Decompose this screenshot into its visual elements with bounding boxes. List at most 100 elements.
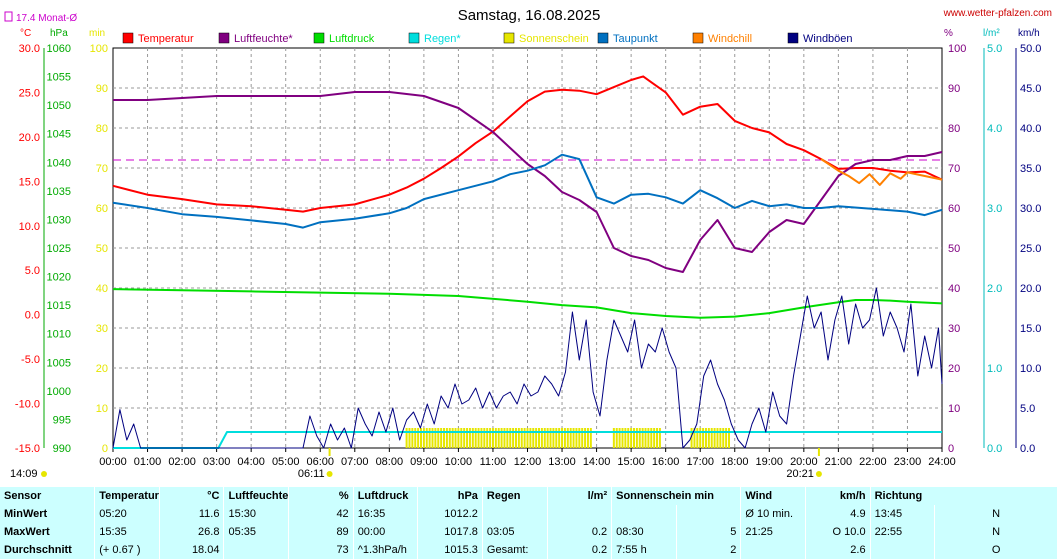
monthly-avg-swatch: [4, 11, 13, 22]
pressure-axis-tick: 1025: [47, 243, 71, 255]
stats-cell: 2: [676, 541, 742, 559]
stats-cell: 5: [676, 523, 742, 541]
series-line-taupunkt: [112, 153, 943, 229]
series-line-windb-en: [112, 287, 943, 449]
monthly-avg-label: 17.4 Monat-Ø: [16, 13, 77, 24]
temp-axis-tick: 30.0: [19, 43, 40, 55]
sunrise-icon: [326, 471, 333, 477]
stats-cell: Gesamt:: [482, 541, 548, 559]
chart-grid: [112, 47, 943, 449]
stats-cell: [223, 541, 290, 559]
x-axis-tick: 07:00: [341, 456, 369, 468]
stats-cell: 42: [288, 505, 354, 523]
pressure-axis-tick: 1010: [47, 329, 71, 341]
rain-axis-tick: 3.0: [987, 203, 1002, 215]
stats-cell: 16:35: [353, 505, 419, 523]
temp-axis-tick: -10.0: [15, 399, 40, 411]
legend-swatch: [122, 32, 134, 44]
plot-area: [112, 75, 943, 449]
legend-label: Taupunkt: [613, 33, 658, 45]
sun-axis-tick: 50: [96, 243, 108, 255]
x-axis-tick: 10:00: [445, 456, 473, 468]
stats-header-rain: Regen: [482, 487, 548, 505]
stats-cell: 73: [288, 541, 354, 559]
pressure-axis-tick: 990: [53, 443, 71, 455]
statistics-table: Sensor Temperatur °C Luftfeuchte % Luftd…: [0, 487, 1058, 559]
x-axis-tick: 18:00: [721, 456, 749, 468]
unit-temp: °C: [20, 28, 31, 39]
series-line-luftdruck: [112, 288, 943, 319]
sun-axis-tick: 90: [96, 83, 108, 95]
sun-axis-tick: 40: [96, 283, 108, 295]
stats-row-max: MaxWert 15:35 26.8 05:35 89 00:00 1017.8…: [0, 523, 1058, 541]
stats-header-wind-unit: km/h: [805, 487, 871, 505]
wind-axis-tick: 25.0: [1020, 243, 1041, 255]
legend-swatch: [503, 32, 515, 44]
pressure-axis-tick: 1015: [47, 300, 71, 312]
stats-cell: N: [934, 505, 1058, 523]
stats-cell: 4.9: [805, 505, 871, 523]
stats-header-direction: Richtung: [870, 487, 1058, 505]
sunset-label: 20:21: [786, 468, 814, 480]
stats-header-sensor: Sensor: [0, 487, 96, 505]
wind-axis-tick: 50.0: [1020, 43, 1041, 55]
rain-axis-tick: 0.0: [987, 443, 1002, 455]
legend-swatch: [692, 32, 704, 44]
stats-cell: 05:35: [223, 523, 290, 541]
stats-cell: 15:30: [223, 505, 290, 523]
x-axis-tick: 13:00: [548, 456, 576, 468]
stats-header-row: Sensor Temperatur °C Luftfeuchte % Luftd…: [0, 487, 1058, 505]
stats-cell: 05:20: [94, 505, 160, 523]
moonrise-label: 14:09: [10, 468, 38, 480]
sun-axis-tick: 100: [90, 43, 108, 55]
brand-link[interactable]: www.wetter-pfalzen.com: [943, 8, 1052, 19]
x-axis-tick: 08:00: [376, 456, 404, 468]
x-axis-tick: 14:00: [583, 456, 611, 468]
legend-swatch: [218, 32, 230, 44]
pressure-axis-tick: 1020: [47, 272, 71, 284]
x-axis-tick: 21:00: [825, 456, 853, 468]
stats-header-temperature-unit: °C: [159, 487, 225, 505]
weather-chart: Samstag, 16.08.2025 www.wetter-pfalzen.c…: [4, 7, 1052, 480]
sun-axis-tick: 70: [96, 163, 108, 175]
stats-cell: 08:30: [611, 523, 677, 541]
unit-humidity: %: [944, 28, 953, 39]
legend-label: Windchill: [708, 33, 752, 45]
temp-axis-tick: 5.0: [25, 265, 40, 277]
stats-header-sunshine: Sonnenschein min: [611, 487, 742, 505]
unit-wind: km/h: [1018, 28, 1040, 39]
pressure-axis-tick: 1000: [47, 386, 71, 398]
stats-cell: 26.8: [159, 523, 225, 541]
x-axis-tick: 22:00: [859, 456, 887, 468]
x-axis-tick: 15:00: [617, 456, 645, 468]
wind-axis-tick: 30.0: [1020, 203, 1041, 215]
legend-label: Sonnenschein: [519, 33, 589, 45]
wind-axis-tick: 0.0: [1020, 443, 1035, 455]
legend-swatch: [597, 32, 609, 44]
stats-header-humidity-unit: %: [288, 487, 354, 505]
stats-row-min: MinWert 05:20 11.6 15:30 42 16:35 1012.2…: [0, 505, 1058, 523]
x-axis-tick: 06:00: [306, 456, 334, 468]
series-line-windchill: [820, 158, 943, 186]
stats-header-pressure: Luftdruck: [353, 487, 419, 505]
wind-axis-tick: 40.0: [1020, 123, 1041, 135]
stats-cell: O 10.0: [805, 523, 871, 541]
stats-cell: [611, 505, 677, 523]
temp-axis-tick: 20.0: [19, 132, 40, 144]
stats-cell: 22:55: [870, 523, 936, 541]
pressure-axis-tick: 995: [53, 414, 71, 426]
legend-swatch: [313, 32, 325, 44]
wind-axis-tick: 10.0: [1020, 363, 1041, 375]
unit-pressure: hPa: [50, 28, 68, 39]
temp-axis-tick: 10.0: [19, 221, 40, 233]
x-axis-tick: 20:00: [790, 456, 818, 468]
stats-cell: N: [934, 523, 1058, 541]
sun-axis-tick: 80: [96, 123, 108, 135]
x-axis-tick: 23:00: [894, 456, 922, 468]
stats-cell: 0.2: [547, 523, 613, 541]
temp-axis-tick: 15.0: [19, 176, 40, 188]
stats-cell: 15:35: [94, 523, 160, 541]
stats-row-label: MaxWert: [0, 523, 96, 541]
chart-title: Samstag, 16.08.2025: [458, 7, 601, 24]
legend-label: Luftdruck: [329, 33, 375, 45]
